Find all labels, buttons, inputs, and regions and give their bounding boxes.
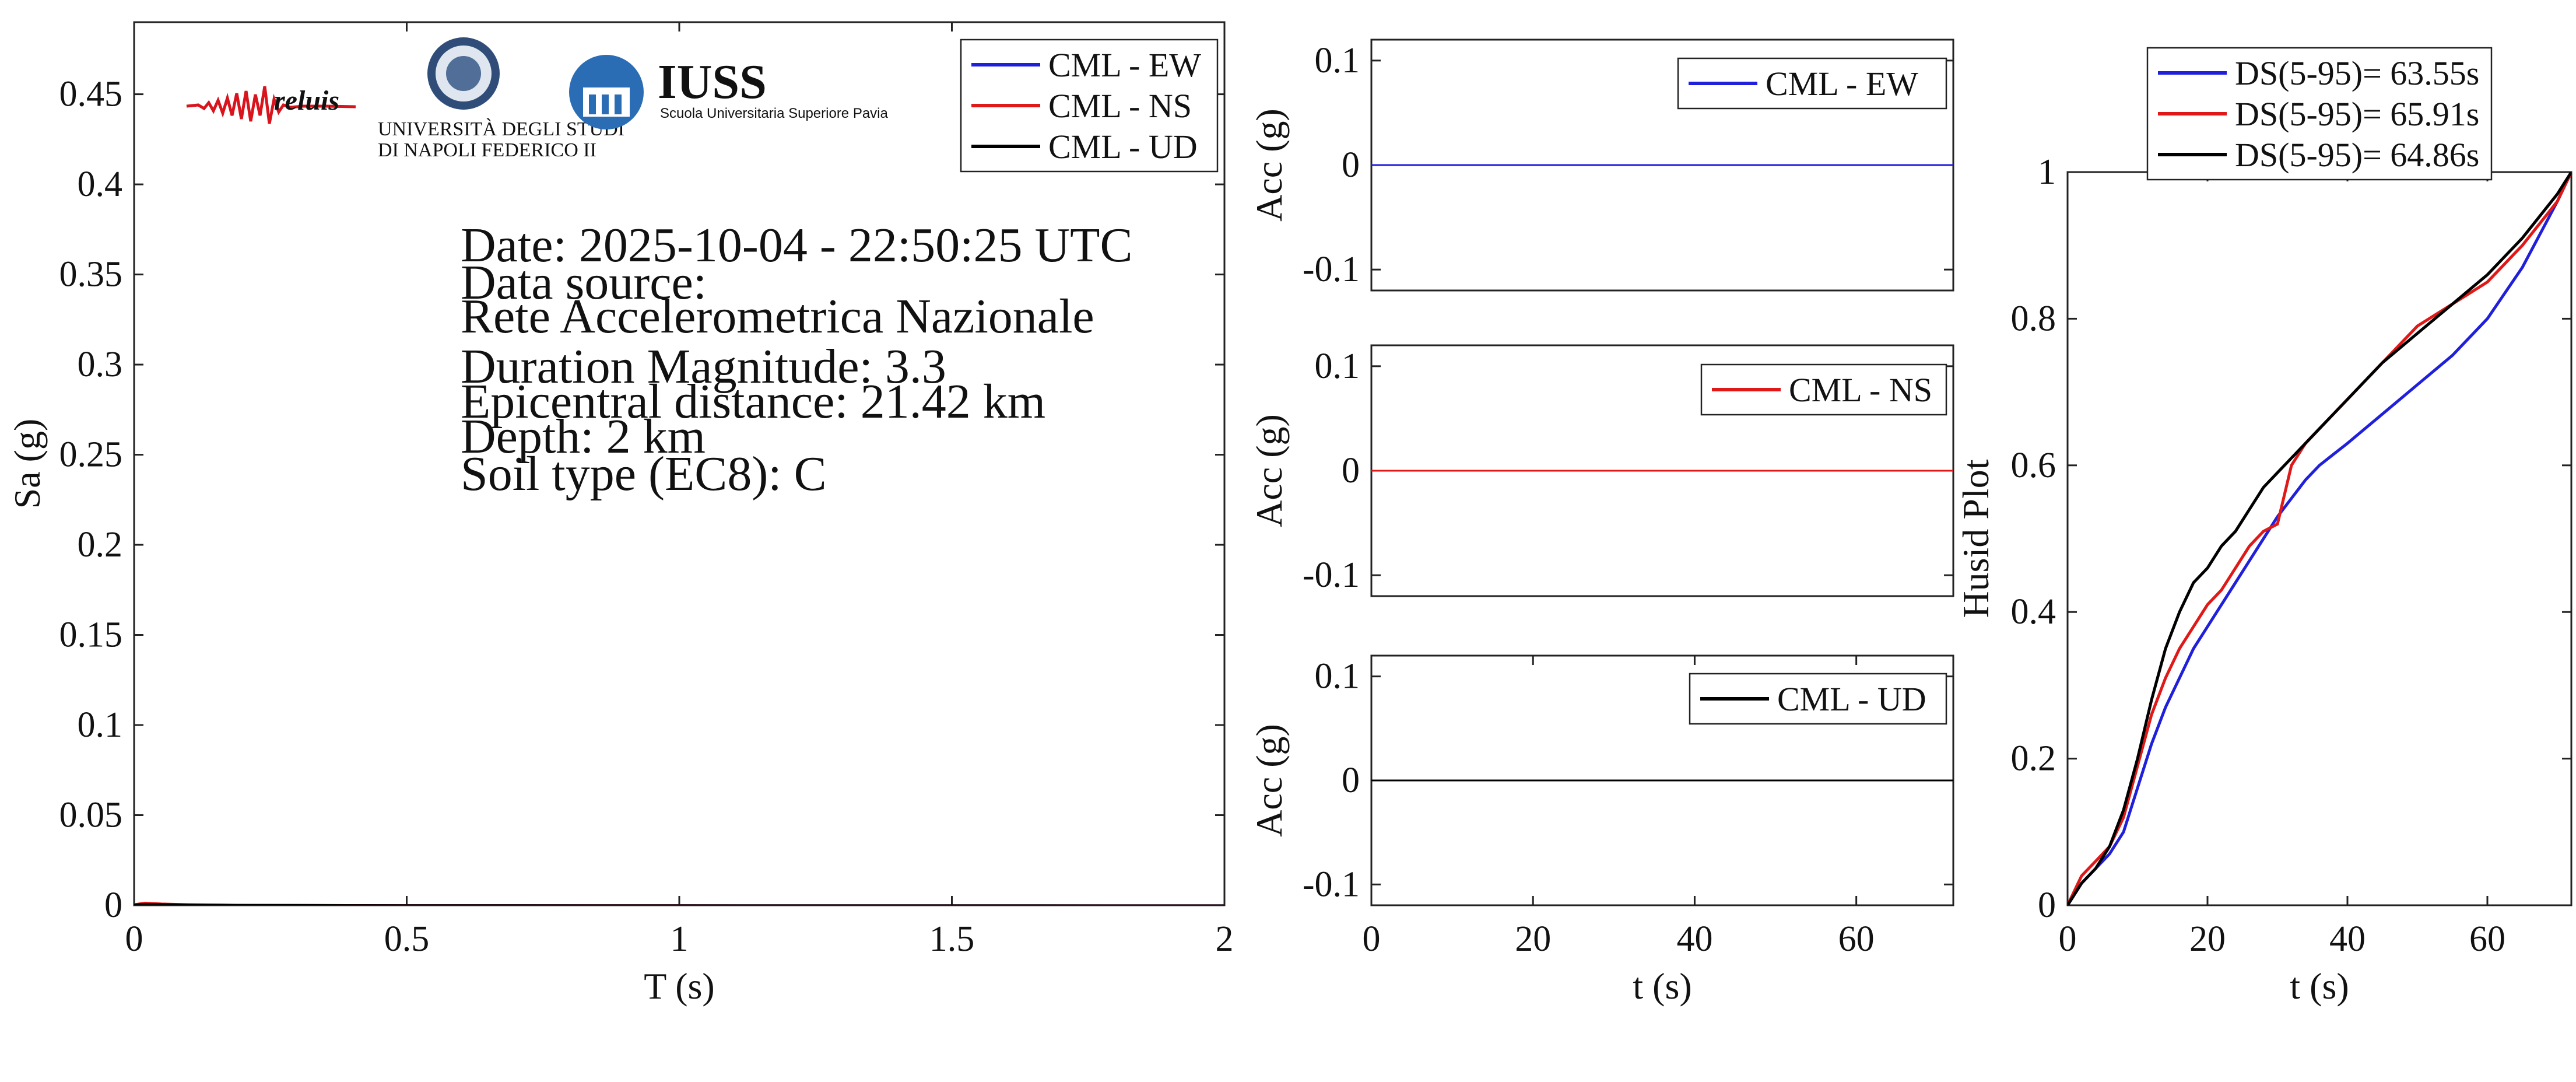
y-tick-label: 0.2 — [2011, 739, 2056, 779]
x-tick-label: 0 — [1363, 919, 1381, 959]
y-tick-label: -0.1 — [1303, 864, 1360, 904]
y-tick-label: 0.2 — [78, 525, 123, 565]
y-tick-label: 0.4 — [2011, 592, 2056, 632]
iuss-wordmark: IUSS — [658, 55, 767, 109]
x-tick-label: 40 — [1676, 919, 1712, 959]
y-tick-label: -0.1 — [1303, 250, 1360, 289]
y-tick-label: 0.1 — [1315, 346, 1360, 386]
y-tick-label: 0.3 — [78, 345, 123, 384]
y-tick-label: 0 — [104, 885, 122, 925]
x-tick-label: 0 — [2059, 919, 2077, 959]
chart-panel-3: -0.1 0 0.1 Acc (g) CML - NS — [1248, 344, 1954, 597]
x-tick-label: 20 — [1515, 919, 1551, 959]
x-tick-label: 60 — [2469, 919, 2505, 959]
legend-label: DS(5-95)= 64.86s — [2235, 136, 2479, 174]
chart-panel-5: 0 0.2 0.4 0.6 0.8 1 0 20 40 60 t (s) Husid Plot DS(5… — [1955, 47, 2573, 1007]
event-info: Date: 2025-10-04 - 22:50:25 UTC Data sou… — [461, 218, 1133, 501]
legend-label: CML - UD — [1048, 128, 1198, 166]
y-tick-label: 0.4 — [78, 164, 123, 204]
unina-name-line2: DI NAPOLI FEDERICO II — [378, 139, 596, 161]
chart-panel-1: 0 0.05 0.1 0.15 0.2 0.25 0.3 0.35 0.4 0.45 0 0.5 1 1.… — [6, 21, 1234, 1007]
x-axis-label: T (s) — [644, 965, 714, 1007]
unina-name-line1: UNIVERSITÀ DEGLI STUDI — [378, 118, 624, 140]
y-tick-label: 0.1 — [78, 705, 123, 745]
y-tick-label: -0.1 — [1303, 555, 1360, 595]
legend-label: CML - NS — [1789, 371, 1932, 409]
legend-label: DS(5-95)= 65.91s — [2235, 95, 2479, 133]
iuss-logo: IUSS Scuola Universitaria Superiore Pavi… — [569, 55, 889, 129]
y-tick-label: 0.6 — [2011, 446, 2056, 485]
y-tick-label: 0.05 — [59, 796, 123, 835]
x-tick-label: 2 — [1216, 919, 1234, 959]
y-tick-label: 0.15 — [59, 615, 123, 655]
info-date: Date: 2025-10-04 - 22:50:25 UTC — [461, 218, 1133, 272]
legend-label: CML - NS — [1048, 87, 1192, 125]
y-tick-label: 0.35 — [59, 255, 123, 295]
legend: CML - EW — [1677, 57, 1947, 110]
y-tick-label: 0 — [1342, 145, 1360, 185]
seismogram-trace — [186, 86, 356, 124]
y-tick-label: 0 — [2038, 885, 2056, 925]
x-tick-label: 1 — [671, 919, 689, 959]
info-depth: Depth: 2 km — [461, 409, 706, 464]
chart-panel-4: -0.100.10 20 40 60t (s)Acc (g)CML - UD — [1248, 654, 1954, 1007]
x-tick-label: 20 — [2189, 919, 2226, 959]
x-tick-label: 1.5 — [929, 919, 975, 959]
x-tick-label: 0 — [125, 919, 143, 959]
legend: CML - NS — [1700, 363, 1947, 416]
info-magnitude: Duration Magnitude: 3.3 — [461, 339, 946, 394]
series-line-1 — [2068, 172, 2571, 905]
reluis-wordmark: reluis — [274, 85, 339, 116]
charts-layer: 0 0.05 0.1 0.15 0.2 0.25 0.3 0.35 0.4 0.45 0 0.5 1 1.… — [6, 21, 2573, 1007]
x-tick-label: 40 — [2329, 919, 2366, 959]
iuss-subtitle: Scuola Universitaria Superiore Pavia — [660, 106, 889, 121]
y-axis-label: Sa (g) — [6, 419, 48, 509]
y-tick-label: 0 — [1342, 451, 1360, 491]
y-tick-label: 0.8 — [2011, 299, 2056, 338]
x-axis-label: t (s) — [2290, 965, 2349, 1007]
y-axis-label: Acc (g) — [1248, 108, 1290, 222]
y-tick-label: 0.1 — [1315, 657, 1360, 696]
y-tick-label: 1 — [2038, 152, 2056, 192]
chart-panel-2: -0.1 0 0.1 Acc (g) CML - EW — [1248, 38, 1954, 292]
y-tick-label: 0 — [1342, 761, 1360, 800]
y-tick-label: 0.1 — [1315, 41, 1360, 80]
y-axis-label: Acc (g) — [1248, 414, 1290, 527]
legend: CML - UD — [1689, 673, 1947, 725]
y-tick-label: 0.45 — [59, 75, 123, 114]
x-axis-label: t (s) — [1633, 965, 1691, 1007]
legend-label: CML - EW — [1048, 46, 1201, 84]
series-line-3 — [134, 902, 1224, 905]
info-soil: Soil type (EC8): C — [461, 447, 827, 501]
x-tick-label: 0.5 — [384, 919, 430, 959]
unina-logo: UNIVERSITÀ DEGLI STUDI DI NAPOLI FEDERIC… — [378, 37, 624, 161]
info-distance: Epicentral distance: 21.42 km — [461, 374, 1045, 429]
y-axis-label: Husid Plot — [1955, 459, 1996, 618]
info-source: Rete Accelerometrica Nazionale — [461, 289, 1094, 344]
info-source-label: Data source: — [461, 255, 707, 310]
legend-label: CML - EW — [1766, 65, 1918, 103]
legend-label: DS(5-95)= 63.55s — [2235, 54, 2479, 92]
reluis-logo: reluis — [186, 85, 356, 124]
y-axis-label: Acc (g) — [1248, 724, 1290, 837]
legend-label: CML - UD — [1777, 680, 1926, 718]
x-tick-label: 60 — [1838, 919, 1875, 959]
series-line-2 — [2068, 172, 2571, 905]
series-line-3 — [2068, 172, 2571, 905]
y-tick-label: 0.25 — [59, 435, 123, 475]
